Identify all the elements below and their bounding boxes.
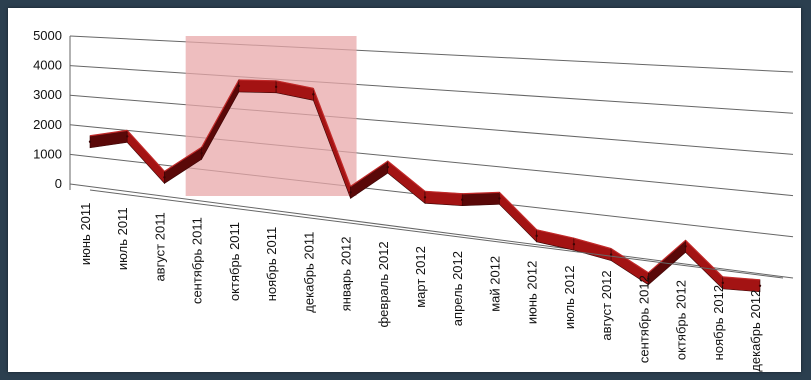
ribbon-edge xyxy=(312,88,352,187)
ribbon-edge xyxy=(424,190,463,195)
x-tick-label: май 2012 xyxy=(487,256,502,312)
ribbon-edge xyxy=(238,79,277,82)
ribbon-edge xyxy=(499,191,538,231)
y-tick-label: 1000 xyxy=(33,146,62,161)
x-tick-label: июнь 2012 xyxy=(525,261,540,325)
ribbon-segment xyxy=(126,129,165,185)
ribbon-edge xyxy=(647,239,686,274)
x-tick-label: апрель 2012 xyxy=(450,251,465,326)
ribbon-segment xyxy=(238,79,277,94)
x-tick-label: октябрь 2012 xyxy=(674,280,689,360)
data-point xyxy=(126,135,129,138)
gridline xyxy=(69,94,794,155)
x-tick-label: октябрь 2011 xyxy=(227,222,242,301)
ribbon-edge xyxy=(164,146,202,172)
y-tick-label: 5000 xyxy=(33,28,62,43)
data-point xyxy=(423,196,427,199)
ribbon-edge xyxy=(89,129,128,137)
data-point xyxy=(163,176,166,179)
data-point xyxy=(200,152,203,155)
y-tick-label: 2000 xyxy=(33,117,62,132)
x-tick-label: январь 2012 xyxy=(339,236,354,311)
x-tick-label: ноябрь 2011 xyxy=(264,227,279,301)
y-tick-label: 0 xyxy=(55,176,62,191)
x-axis xyxy=(89,189,784,279)
x-tick-label: сентябрь 2012 xyxy=(636,275,651,363)
highlight-region xyxy=(185,36,357,196)
data-point xyxy=(386,165,389,169)
ribbon-segment xyxy=(461,192,500,207)
gridline xyxy=(69,65,794,114)
ribbon-edge xyxy=(126,130,165,172)
x-tick-label: август 2012 xyxy=(599,270,614,340)
ribbon-edge xyxy=(275,80,314,89)
data-point xyxy=(721,281,724,285)
x-tick-label: декабрь 2011 xyxy=(301,232,316,313)
ribbon-edge xyxy=(573,237,612,250)
x-tick-label: март 2012 xyxy=(413,246,428,308)
x-tick-label: сентябрь 2011 xyxy=(190,217,205,304)
y-tick-label: 4000 xyxy=(33,58,62,73)
x-tick-label: август 2011 xyxy=(152,212,167,281)
ribbon-edge xyxy=(201,79,240,148)
data-point xyxy=(758,284,762,288)
data-point xyxy=(274,85,278,89)
ribbon-edge xyxy=(536,229,575,239)
data-point xyxy=(88,140,92,143)
data-point xyxy=(461,198,464,201)
ribbon-segment xyxy=(648,239,686,286)
ribbon-edge xyxy=(350,160,389,187)
ribbon-edge xyxy=(722,276,761,281)
x-tick-label: июль 2011 xyxy=(115,207,130,270)
data-point xyxy=(498,197,501,200)
data-point xyxy=(647,277,650,280)
ribbon-segment xyxy=(387,160,426,204)
x-tick-label: июнь 2011 xyxy=(78,203,93,266)
ribbon-edge xyxy=(387,160,426,192)
chart-frame: 5000 4000 3000 2000 1000 0 июнь 2011 июль 2011 а… xyxy=(8,8,801,372)
gridline xyxy=(69,124,794,197)
ribbon-segment xyxy=(573,237,612,262)
ribbon-segment xyxy=(499,191,537,243)
x-tick-label: февраль 2012 xyxy=(376,241,391,327)
y-tick-label: 3000 xyxy=(33,87,62,102)
data-point xyxy=(535,234,538,238)
data-point xyxy=(237,84,241,88)
gridline xyxy=(69,35,794,73)
ribbon-edge xyxy=(462,191,500,195)
data-point xyxy=(312,93,315,96)
data-point xyxy=(349,191,352,194)
x-tick-label: июль 2012 xyxy=(562,266,577,330)
data-point xyxy=(609,253,613,256)
data-point xyxy=(572,243,576,246)
ribbon-edge xyxy=(685,239,724,278)
ribbon-edge xyxy=(610,248,649,274)
x-tick-label: ноябрь 2012 xyxy=(711,285,726,360)
x-tick-label: декабрь 2012 xyxy=(748,290,763,372)
data-point xyxy=(684,245,687,248)
chart-svg: 5000 4000 3000 2000 1000 0 июнь 2011 июль 2011 а… xyxy=(33,28,794,372)
